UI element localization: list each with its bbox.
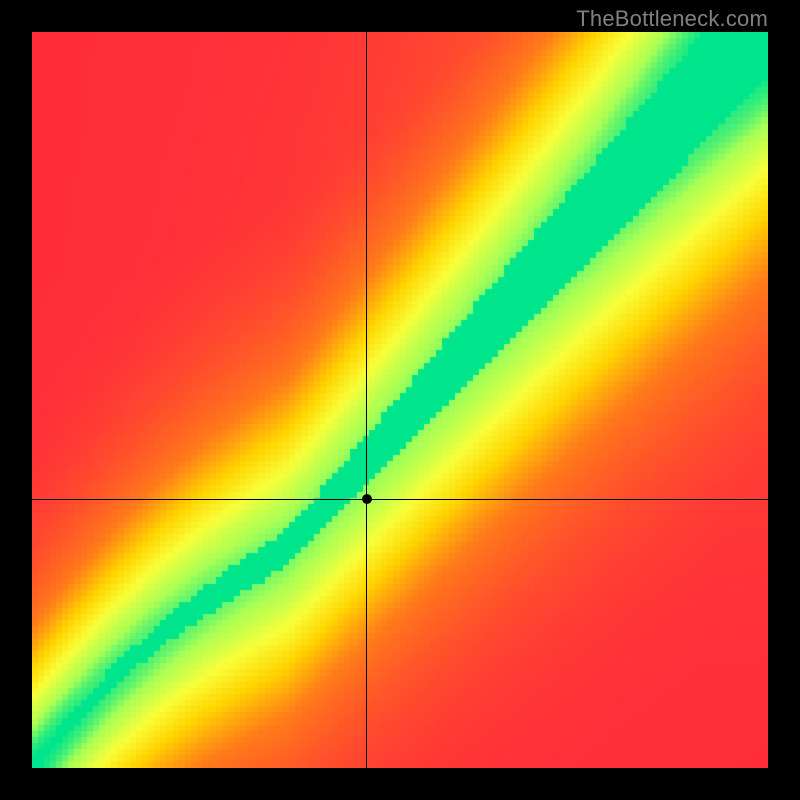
crosshair-horizontal bbox=[32, 499, 768, 500]
watermark-text: TheBottleneck.com bbox=[576, 6, 768, 32]
chart-frame: TheBottleneck.com bbox=[0, 0, 800, 800]
heatmap-canvas bbox=[32, 32, 768, 768]
crosshair-point bbox=[362, 494, 372, 504]
heatmap-plot bbox=[32, 32, 768, 768]
crosshair-vertical bbox=[366, 32, 367, 768]
